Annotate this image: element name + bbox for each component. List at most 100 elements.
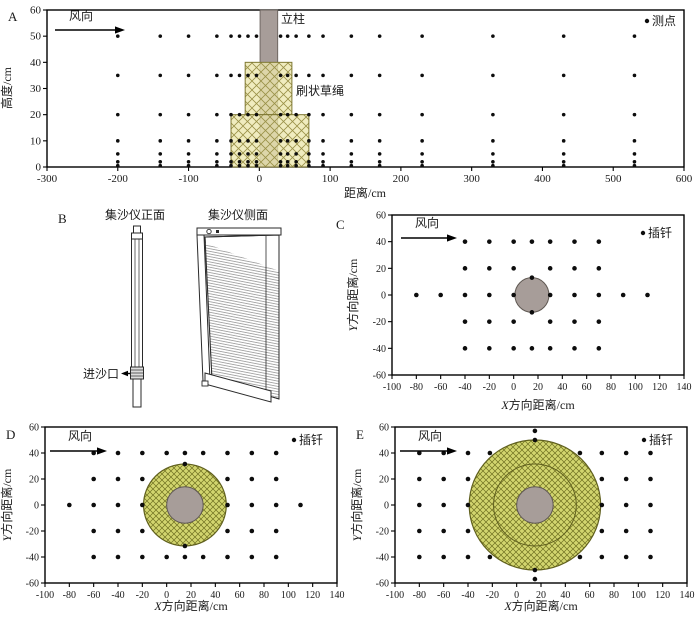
measure-point-dot: [561, 112, 566, 117]
legend-label: 插钎: [648, 225, 672, 240]
x-tick-label: 0: [164, 590, 169, 601]
y-tick-label: 60: [30, 5, 42, 17]
stake-dot: [596, 319, 602, 324]
measure-point-dot: [115, 159, 120, 164]
measure-point-dot: [278, 73, 283, 78]
x-tick-label: 140: [330, 590, 345, 601]
stake-dot: [140, 450, 145, 456]
stake-dot: [572, 266, 577, 271]
stake-dot: [487, 292, 492, 298]
stake-dot: [547, 292, 553, 298]
measure-point-dot: [158, 112, 163, 117]
legend-dot: [640, 230, 646, 236]
sampler-cap: [133, 225, 141, 234]
stake-dot: [438, 292, 443, 298]
stake-dot: [645, 292, 650, 298]
sampler-lower-tube: [132, 378, 142, 408]
top-bar-hole: [206, 228, 212, 235]
measure-point-dot: [229, 163, 233, 168]
measure-point-dot: [186, 112, 191, 117]
measure-point-dot: [307, 73, 311, 78]
measure-point-dot: [561, 73, 566, 78]
post-label: 立柱: [281, 11, 305, 26]
stake-dot: [511, 266, 516, 271]
measure-point-dot: [561, 163, 566, 168]
panel-c: -100 -80 -60 -40 -20 0 20 40 60 80 100 120 140 -60 -40…: [336, 211, 692, 413]
stake-dot: [529, 275, 535, 280]
x-tick-label: 60: [582, 382, 592, 393]
stake-dot: [547, 239, 553, 244]
measure-point-dot: [285, 152, 290, 156]
measure-point-dot: [349, 159, 354, 164]
stake-dot: [249, 502, 255, 508]
legend-dot: [641, 437, 647, 443]
x-tick-label: -60: [434, 382, 447, 393]
stake-dot: [273, 450, 279, 456]
measure-point-dot: [254, 139, 259, 143]
stake-dot: [487, 319, 492, 324]
measure-point-dot: [278, 159, 283, 164]
measure-point-dot: [278, 112, 283, 117]
wind-direction-label: 风向: [418, 428, 442, 443]
wind-direction-arrowhead: [447, 234, 457, 242]
stake-dot: [599, 502, 605, 508]
stake-dot: [465, 476, 471, 482]
side-bottom-slab: [204, 372, 272, 403]
stake-dot: [140, 502, 145, 508]
stake-dot: [462, 239, 468, 244]
straw-brush-label: 刷状草绳: [296, 84, 344, 98]
stake-dot: [225, 502, 230, 508]
y-tick-label: 10: [30, 135, 42, 147]
stake-dot: [596, 266, 602, 271]
measure-point-dot: [115, 139, 120, 143]
stake-dot: [487, 239, 492, 244]
y-axis-title: 高度/cm: [0, 66, 14, 109]
sampler-body: [131, 238, 143, 368]
measure-point-dot: [215, 163, 219, 168]
stake-dot: [623, 476, 629, 482]
measure-point-dot: [186, 152, 191, 156]
measure-point-dot: [237, 34, 242, 38]
stake-dot: [441, 502, 446, 508]
legend-label: 插钎: [299, 432, 323, 447]
measure-point-dot: [561, 34, 566, 38]
y-tick-label: -60: [373, 371, 386, 382]
x-tick-label: 0: [514, 590, 519, 601]
x-tick-label: -100: [386, 590, 404, 601]
stake-dot: [91, 450, 96, 456]
measure-point-dot: [215, 112, 219, 117]
legend-dot: [291, 437, 297, 443]
stake-dot: [529, 346, 535, 351]
y-tick-label: 20: [376, 264, 386, 275]
y-tick-label: 0: [381, 291, 386, 302]
stake-dot: [182, 450, 188, 456]
stake-dot: [547, 266, 553, 271]
measure-point-dot: [186, 139, 191, 143]
stake-dot: [273, 528, 279, 534]
x-axis-title: 距离/cm: [344, 185, 387, 200]
stake-dot: [200, 450, 206, 456]
stake-dot: [115, 476, 121, 482]
x-tick-label: 100: [628, 382, 643, 393]
panel-d: -100 -80 -60 -40 -20 0 20 40 60 80 100 120 140 -60 -40…: [0, 423, 345, 614]
stake-dot: [648, 528, 653, 534]
measure-point-dot: [294, 159, 298, 164]
panel-letter: E: [356, 427, 364, 442]
x-tick-label: 60: [235, 590, 245, 601]
measure-point-dot: [307, 34, 311, 38]
measure-point-dot: [278, 152, 283, 156]
measure-point-dot: [377, 163, 382, 168]
stake-dot: [596, 292, 602, 298]
measure-point-dot: [632, 34, 637, 38]
measure-point-dot: [294, 139, 298, 143]
y-tick-label: -60: [376, 579, 389, 590]
x-tick-label: -20: [136, 590, 149, 601]
x-tick-label: 400: [534, 173, 551, 185]
stake-dot: [572, 239, 577, 244]
stake-dot: [487, 266, 492, 271]
measure-point-dot: [307, 112, 311, 117]
measure-point-dot: [321, 34, 325, 38]
legend-label: 测点: [652, 14, 676, 28]
stake-dot: [623, 528, 629, 534]
